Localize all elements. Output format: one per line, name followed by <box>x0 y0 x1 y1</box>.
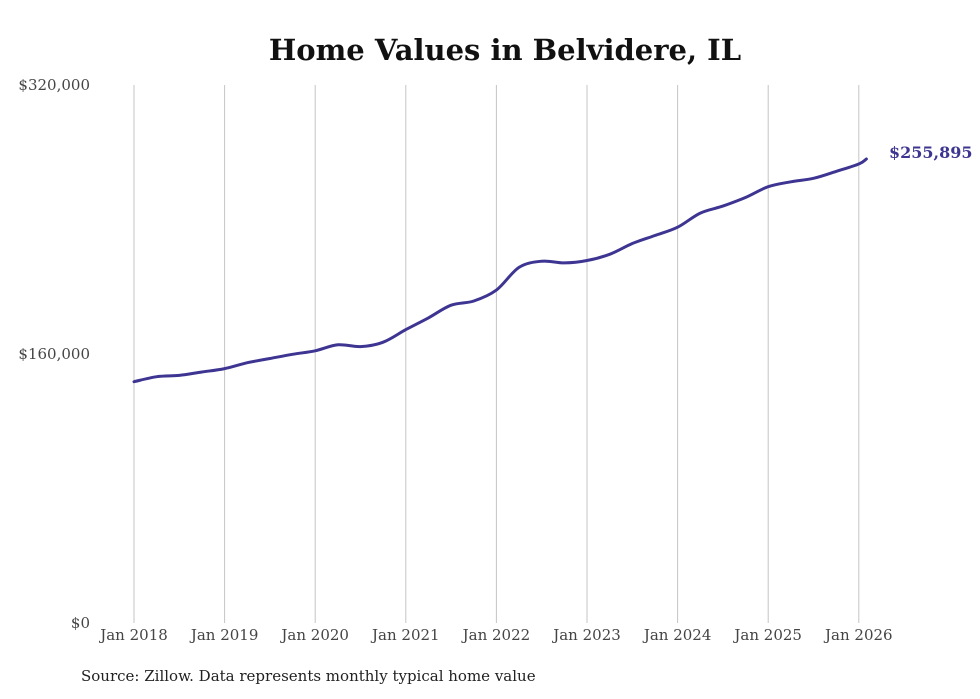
y-tick-label: $0 <box>71 614 90 632</box>
x-axis-ticks: Jan 2018 Jan 2019 Jan 2020 Jan 2021 Jan 2022… <box>98 626 892 644</box>
x-tick-label: Jan 2024 <box>642 626 712 644</box>
end-value-label: $255,895 <box>889 143 973 162</box>
series-line <box>132 157 868 384</box>
x-tick-label: Jan 2022 <box>461 626 531 644</box>
y-tick-label: $160,000 <box>18 345 90 363</box>
x-tick-label: Jan 2025 <box>732 626 802 644</box>
x-tick-label: Jan 2023 <box>551 626 621 644</box>
x-tick-label: Jan 2018 <box>98 626 168 644</box>
y-axis-ticks: $0 $160,000 $320,000 <box>18 76 90 632</box>
y-tick-label: $320,000 <box>18 76 90 94</box>
source-note: Source: Zillow. Data represents monthly … <box>81 667 536 685</box>
x-tick-label: Jan 2019 <box>189 626 259 644</box>
chart-title: Home Values in Belvidere, IL <box>269 33 741 67</box>
gridlines <box>133 85 860 623</box>
x-tick-label: Jan 2021 <box>370 626 440 644</box>
x-tick-label: Jan 2026 <box>823 626 893 644</box>
x-tick-label: Jan 2020 <box>279 626 349 644</box>
